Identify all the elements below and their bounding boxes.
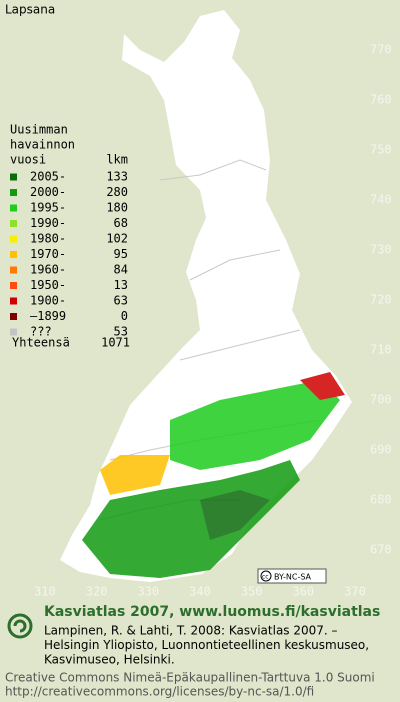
x-grid-label: 330 (137, 585, 159, 599)
y-grid-label: 740 (370, 193, 392, 207)
legend-count: 95 (114, 247, 128, 261)
legend-swatch (10, 313, 17, 320)
legend-swatch (10, 282, 17, 289)
y-grid-label: 760 (370, 93, 392, 107)
legend-count: 84 (114, 263, 128, 277)
legend-label: 1990- (30, 216, 66, 230)
cc-mark: cc (262, 574, 269, 581)
license-badge: cc BY-NC-SA (257, 568, 327, 584)
x-grid-label: 350 (241, 585, 263, 599)
y-grid-label: 730 (370, 243, 392, 257)
x-grid-label: 320 (86, 585, 108, 599)
legend-count: 53 (114, 325, 128, 339)
legend-label: 1960- (30, 263, 66, 277)
legend-count: 68 (114, 216, 128, 230)
y-grid-label: 700 (370, 393, 392, 407)
legend-count: 0 (121, 309, 128, 323)
legend-swatch (10, 189, 17, 196)
legend-count: 102 (106, 232, 128, 246)
y-grid-label: 690 (370, 443, 392, 457)
legend-swatch (10, 220, 17, 227)
y-grid-label: 720 (370, 293, 392, 307)
legend-label: 1900- (30, 294, 66, 308)
license-badge-text: BY-NC-SA (274, 573, 312, 582)
y-grid-label: 670 (370, 543, 392, 557)
legend-label: 1950- (30, 278, 66, 292)
y-grid-label: 710 (370, 343, 392, 357)
y-grid-label: 680 (370, 493, 392, 507)
total-count: 1071 (101, 336, 130, 350)
legend-swatch (10, 266, 17, 274)
legend-label: 1970- (30, 247, 66, 261)
footer-heading: Kasviatlas 2007, www.luomus.fi/kasviatla… (44, 604, 380, 620)
citation-line: Helsingin Yliopisto, Luonnontieteellinen… (44, 638, 369, 652)
total-label: Yhteensä (12, 336, 70, 350)
legend-heading: havainnon (10, 138, 75, 152)
legend-swatch (10, 328, 17, 336)
y-grid-label: 770 (370, 43, 392, 57)
legend-count: 133 (106, 170, 128, 184)
citation-line: Kasvimuseo, Helsinki. (44, 653, 175, 667)
x-grid-label: 310 (34, 585, 56, 599)
license-line: Creative Commons Nimeä-Epäkaupallinen-Ta… (5, 671, 375, 685)
x-grid-label: 340 (189, 585, 211, 599)
legend-count: 280 (106, 185, 128, 199)
legend-label: ??? (30, 325, 52, 339)
legend-swatch (10, 204, 17, 212)
legend-swatch (10, 173, 17, 181)
legend-label: 1980- (30, 232, 66, 246)
map-title: Lapsana (5, 3, 55, 17)
legend-count: 180 (106, 201, 128, 215)
x-grid-label: 360 (292, 585, 314, 599)
legend-swatch (10, 251, 17, 258)
observation-shading (82, 372, 345, 578)
legend-label: –1899 (30, 309, 66, 323)
legend-count: 63 (114, 294, 128, 308)
y-grid-label: 750 (370, 143, 392, 157)
legend-count-heading: lkm (106, 153, 128, 167)
legend-label: 2000- (30, 185, 66, 199)
legend-swatch (10, 297, 17, 305)
legend-heading: vuosi (10, 153, 46, 167)
legend-label: 1995- (30, 201, 66, 215)
legend-label: 2005- (30, 170, 66, 184)
legend-swatch (10, 235, 17, 243)
x-grid-label: 370 (344, 585, 366, 599)
logo (7, 613, 33, 639)
license-line: http://creativecommons.org/licenses/by-n… (5, 685, 314, 699)
legend-heading: Uusimman (10, 123, 68, 137)
legend-count: 13 (114, 278, 128, 292)
citation-line: Lampinen, R. & Lahti, T. 2008: Kasviatla… (44, 624, 338, 638)
